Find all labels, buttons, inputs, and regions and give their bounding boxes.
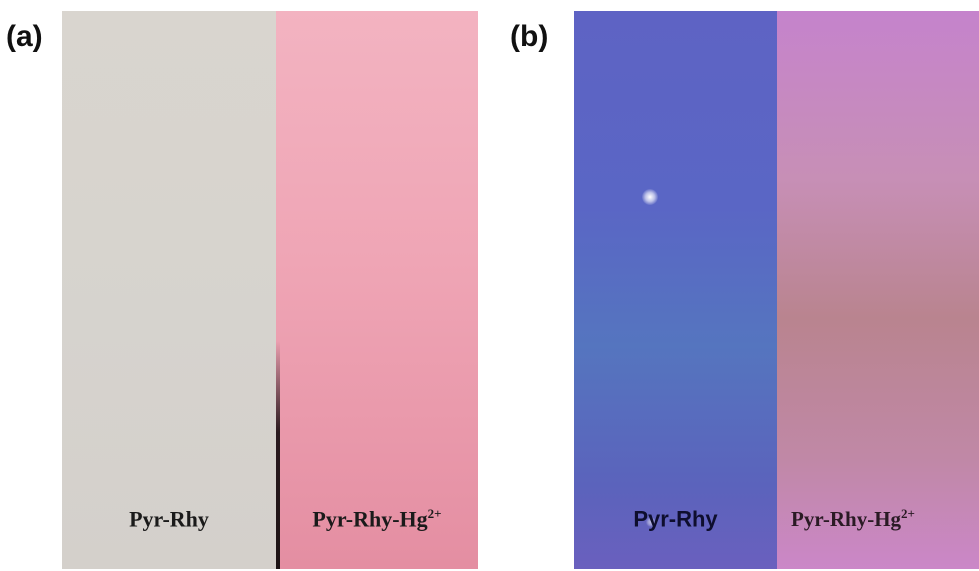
- test-strip-pyr-rhy-daylight: Pyr-Rhy: [62, 11, 276, 569]
- strip-edge-shadow: [276, 341, 280, 569]
- test-strip-pyr-rhy-uv: Pyr-Rhy: [574, 11, 777, 569]
- strip-caption: Pyr-Rhy: [129, 506, 209, 532]
- strip-caption: Pyr-Rhy: [633, 506, 718, 532]
- fluorescent-speck: [642, 189, 658, 205]
- fluorescent-speck: [646, 517, 656, 527]
- strip-caption: Pyr-Rhy-Hg2+: [312, 506, 442, 532]
- panel-a-label: (a): [6, 20, 43, 53]
- panel-b-label: (b): [510, 20, 549, 53]
- test-strip-pyr-rhy-hg-uv: Pyr-Rhy-Hg2+: [777, 11, 979, 569]
- paper-texture: [62, 11, 276, 569]
- strip-caption: Pyr-Rhy-Hg2+: [791, 506, 915, 531]
- test-strip-pyr-rhy-hg-daylight: Pyr-Rhy-Hg2+: [276, 11, 478, 569]
